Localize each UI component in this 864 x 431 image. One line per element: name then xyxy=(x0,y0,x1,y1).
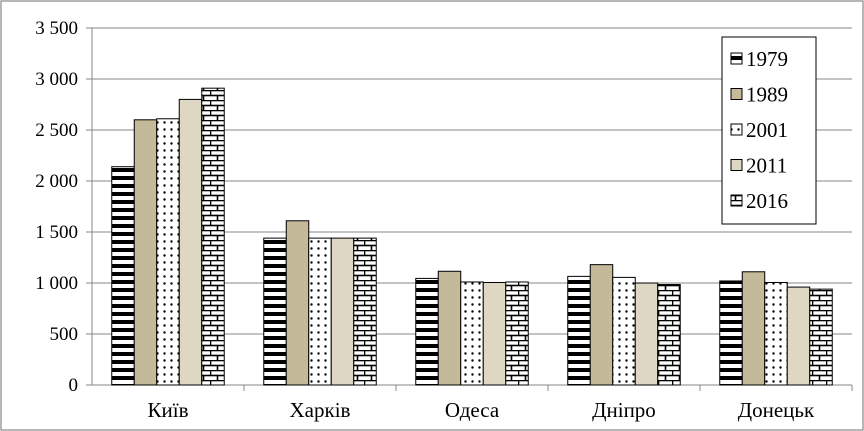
x-tick-label: Київ xyxy=(148,398,189,422)
bar-1989-Одеса xyxy=(437,270,462,386)
legend-swatch-1979 xyxy=(730,52,743,65)
bar-2001-Київ xyxy=(156,118,180,386)
bar-1979-Харків xyxy=(263,237,287,386)
bar-2011-Дніпро xyxy=(634,282,659,386)
bar-2011-Донецьк xyxy=(786,286,811,386)
legend-swatch-2011 xyxy=(730,159,743,171)
bar-2016-Харків xyxy=(353,237,377,386)
y-tick-label: 1 000 xyxy=(35,273,78,294)
y-tick-label: 2 500 xyxy=(35,120,78,141)
x-axis-labels: Київ Харків Одеса Дніпро Донецьк xyxy=(148,398,815,422)
bar-1989-Київ xyxy=(133,119,158,386)
legend-label: 2001 xyxy=(746,118,788,142)
bar-2001-Одеса xyxy=(460,281,484,386)
x-tick-label: Дніпро xyxy=(592,398,656,422)
bar-1989-Донецьк xyxy=(741,271,766,386)
bars xyxy=(111,87,833,386)
x-tick-label: Донецьк xyxy=(738,398,815,422)
bar-2011-Харків xyxy=(330,237,355,386)
legend-label: 1989 xyxy=(746,83,788,107)
bar-2011-Одеса xyxy=(482,281,507,386)
bar-2016-Донецьк xyxy=(809,288,833,386)
bar-2016-Одеса xyxy=(505,281,529,386)
bar-1979-Київ xyxy=(111,166,135,386)
bar-1979-Одеса xyxy=(415,277,439,386)
bar-2016-Дніпро xyxy=(657,284,681,386)
bar-1989-Дніпро xyxy=(589,264,614,386)
bar-1979-Донецьк xyxy=(719,280,743,386)
legend-swatch-2016 xyxy=(730,194,743,207)
bar-2001-Харків xyxy=(308,237,332,386)
y-tick-label: 3 500 xyxy=(35,18,78,39)
y-tick-label: 3 000 xyxy=(35,69,78,90)
legend-label: 2011 xyxy=(746,154,787,178)
legend: 1979 1989 2001 2011 2016 xyxy=(721,36,817,225)
legend-label: 1979 xyxy=(746,47,788,71)
y-axis: 0 500 1 000 1 500 2 000 2 500 3 000 3 500 xyxy=(35,18,853,396)
y-tick-label: 0 xyxy=(69,375,79,396)
y-tick-label: 500 xyxy=(50,324,79,345)
y-tick-label: 2 000 xyxy=(35,171,78,192)
bar-1979-Дніпро xyxy=(567,275,591,386)
legend-swatch-1989 xyxy=(730,88,743,100)
legend-label: 2016 xyxy=(746,189,788,213)
x-tick-label: Харків xyxy=(290,398,351,422)
y-tick-label: 1 500 xyxy=(35,222,78,243)
legend-swatch-2001 xyxy=(730,123,743,136)
bar-1989-Харків xyxy=(285,220,310,386)
bar-2016-Київ xyxy=(201,87,225,386)
bar-2011-Київ xyxy=(178,98,203,386)
bar-2001-Донецьк xyxy=(764,281,788,386)
x-tick-label: Одеса xyxy=(445,398,500,422)
legend-box xyxy=(721,36,817,225)
bar-2001-Дніпро xyxy=(612,276,636,386)
